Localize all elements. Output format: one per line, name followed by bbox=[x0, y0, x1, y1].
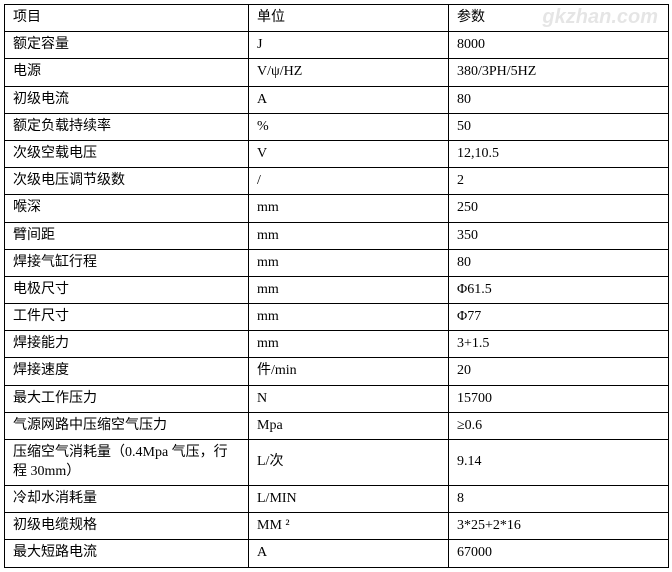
cell-unit: mm bbox=[249, 222, 449, 249]
cell-item: 焊接气缸行程 bbox=[5, 249, 249, 276]
cell-unit: % bbox=[249, 113, 449, 140]
cell-item: 焊接能力 bbox=[5, 331, 249, 358]
cell-param: Φ61.5 bbox=[449, 276, 669, 303]
cell-item: 气源网路中压缩空气压力 bbox=[5, 412, 249, 439]
cell-param: 67000 bbox=[449, 540, 669, 567]
table-row: 焊接速度 件/min 20 bbox=[5, 358, 669, 385]
table-row: 工件尺寸 mm Φ77 bbox=[5, 304, 669, 331]
cell-unit: MM ² bbox=[249, 513, 449, 540]
cell-param: 2 bbox=[449, 168, 669, 195]
cell-item: 冷却水消耗量 bbox=[5, 486, 249, 513]
table-row: 最大短路电流 A 67000 bbox=[5, 540, 669, 567]
cell-item: 初级电流 bbox=[5, 86, 249, 113]
header-unit: 单位 bbox=[249, 5, 449, 32]
cell-unit: mm bbox=[249, 331, 449, 358]
cell-unit: Mpa bbox=[249, 412, 449, 439]
cell-unit: mm bbox=[249, 304, 449, 331]
cell-item: 电极尺寸 bbox=[5, 276, 249, 303]
table-row: 初级电流 A 80 bbox=[5, 86, 669, 113]
cell-unit: A bbox=[249, 86, 449, 113]
cell-item: 喉深 bbox=[5, 195, 249, 222]
table-row: 电源 V/ψ/HZ 380/3PH/5HZ bbox=[5, 59, 669, 86]
cell-item: 最大短路电流 bbox=[5, 540, 249, 567]
table-row: 最大工作压力 N 15700 bbox=[5, 385, 669, 412]
table-row: 冷却水消耗量 L/MIN 8 bbox=[5, 486, 669, 513]
cell-item: 次级空载电压 bbox=[5, 140, 249, 167]
cell-param: 80 bbox=[449, 249, 669, 276]
header-item: 项目 bbox=[5, 5, 249, 32]
spec-table: 项目 单位 参数 额定容量 J 8000 电源 V/ψ/HZ 380/3PH/5… bbox=[4, 4, 669, 568]
table-row: 焊接能力 mm 3+1.5 bbox=[5, 331, 669, 358]
cell-unit: N bbox=[249, 385, 449, 412]
cell-param: 3+1.5 bbox=[449, 331, 669, 358]
cell-param: Φ77 bbox=[449, 304, 669, 331]
cell-item: 电源 bbox=[5, 59, 249, 86]
table-row: 喉深 mm 250 bbox=[5, 195, 669, 222]
cell-item: 次级电压调节级数 bbox=[5, 168, 249, 195]
cell-param: 50 bbox=[449, 113, 669, 140]
cell-param: 20 bbox=[449, 358, 669, 385]
cell-param: 80 bbox=[449, 86, 669, 113]
table-body: 项目 单位 参数 额定容量 J 8000 电源 V/ψ/HZ 380/3PH/5… bbox=[5, 5, 669, 568]
cell-unit: J bbox=[249, 32, 449, 59]
cell-param: 380/3PH/5HZ bbox=[449, 59, 669, 86]
cell-item: 最大工作压力 bbox=[5, 385, 249, 412]
table-row: 额定负载持续率 % 50 bbox=[5, 113, 669, 140]
table-row: 次级空载电压 V 12,10.5 bbox=[5, 140, 669, 167]
header-param: 参数 bbox=[449, 5, 669, 32]
table-row: 焊接气缸行程 mm 80 bbox=[5, 249, 669, 276]
cell-item: 额定负载持续率 bbox=[5, 113, 249, 140]
cell-item: 焊接速度 bbox=[5, 358, 249, 385]
cell-param: 12,10.5 bbox=[449, 140, 669, 167]
cell-unit: A bbox=[249, 540, 449, 567]
cell-param: 8000 bbox=[449, 32, 669, 59]
table-row: 臂间距 mm 350 bbox=[5, 222, 669, 249]
cell-param: 8 bbox=[449, 486, 669, 513]
table-row: 初级电缆规格 MM ² 3*25+2*16 bbox=[5, 513, 669, 540]
cell-item: 臂间距 bbox=[5, 222, 249, 249]
cell-unit: mm bbox=[249, 276, 449, 303]
cell-param: 9.14 bbox=[449, 440, 669, 486]
table-row: 额定容量 J 8000 bbox=[5, 32, 669, 59]
cell-unit: / bbox=[249, 168, 449, 195]
cell-param: 250 bbox=[449, 195, 669, 222]
cell-unit: 件/min bbox=[249, 358, 449, 385]
cell-unit: V/ψ/HZ bbox=[249, 59, 449, 86]
cell-unit: V bbox=[249, 140, 449, 167]
cell-item: 额定容量 bbox=[5, 32, 249, 59]
cell-item: 初级电缆规格 bbox=[5, 513, 249, 540]
table-row: 气源网路中压缩空气压力 Mpa ≥0.6 bbox=[5, 412, 669, 439]
cell-param: ≥0.6 bbox=[449, 412, 669, 439]
cell-unit: L/MIN bbox=[249, 486, 449, 513]
cell-unit: mm bbox=[249, 195, 449, 222]
cell-param: 3*25+2*16 bbox=[449, 513, 669, 540]
cell-unit: mm bbox=[249, 249, 449, 276]
cell-item: 压缩空气消耗量（0.4Mpa 气压，行程 30mm） bbox=[5, 440, 249, 486]
table-header-row: 项目 单位 参数 bbox=[5, 5, 669, 32]
table-row: 压缩空气消耗量（0.4Mpa 气压，行程 30mm） L/次 9.14 bbox=[5, 440, 669, 486]
table-row: 次级电压调节级数 / 2 bbox=[5, 168, 669, 195]
cell-param: 350 bbox=[449, 222, 669, 249]
cell-param: 15700 bbox=[449, 385, 669, 412]
table-row: 电极尺寸 mm Φ61.5 bbox=[5, 276, 669, 303]
cell-unit: L/次 bbox=[249, 440, 449, 486]
cell-item: 工件尺寸 bbox=[5, 304, 249, 331]
